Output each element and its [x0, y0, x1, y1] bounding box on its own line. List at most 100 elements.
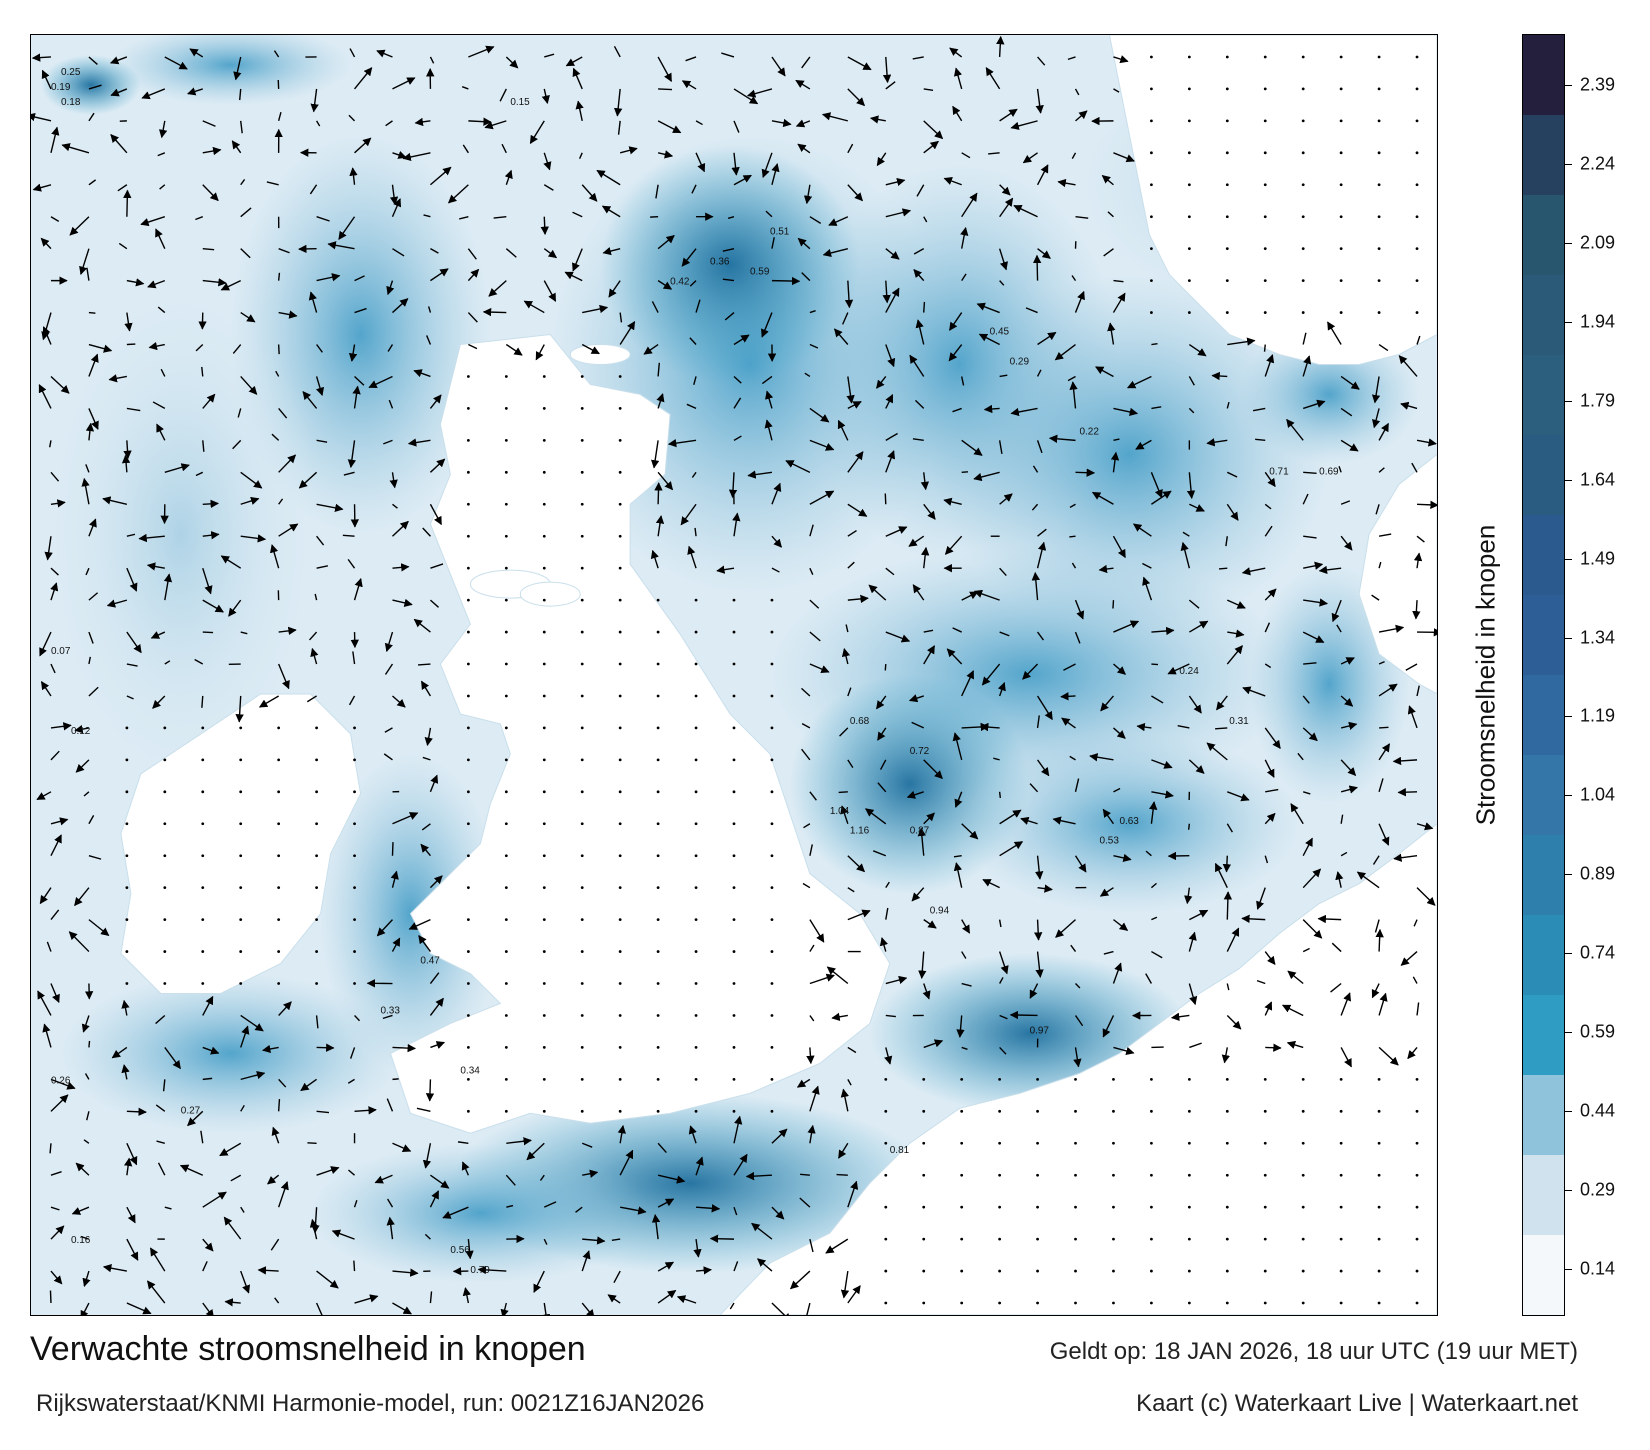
current-arrow	[424, 1233, 431, 1240]
calm-dot	[770, 1046, 774, 1049]
current-arrow	[202, 120, 216, 127]
current-arrow	[38, 384, 52, 409]
colorbar-segment	[1523, 35, 1564, 115]
colorbar-tick-label: 0.14	[1580, 1258, 1616, 1279]
current-arrow	[973, 471, 1000, 482]
current-arrow	[1378, 660, 1385, 665]
calm-dot	[694, 854, 698, 858]
current-arrow	[885, 1014, 896, 1018]
current-arrow	[952, 732, 963, 761]
current-arrow	[1188, 599, 1200, 609]
colorbar-tick-label: 2.24	[1580, 153, 1616, 174]
current-arrow	[414, 117, 431, 127]
current-arrow	[37, 990, 52, 1016]
current-arrow	[1075, 468, 1096, 477]
current-arrow	[960, 226, 969, 249]
current-arrow	[1226, 1014, 1242, 1030]
calm-dot	[1150, 279, 1153, 283]
current-arrow	[240, 179, 246, 186]
speed-value-label: 0.29	[1010, 356, 1030, 367]
calm-dot	[694, 982, 698, 985]
current-arrow	[657, 1142, 667, 1154]
current-arrow	[88, 686, 99, 697]
current-arrow	[348, 344, 358, 362]
current-arrow	[505, 56, 519, 69]
current-arrow	[1113, 152, 1135, 163]
calm-dot	[1263, 151, 1267, 155]
calm-dot	[1415, 311, 1419, 314]
current-arrow	[617, 120, 621, 135]
calm-dot	[732, 1046, 736, 1049]
current-arrow	[424, 727, 433, 747]
calm-dot	[1112, 1109, 1115, 1113]
current-arrow	[278, 523, 299, 537]
calm-dot	[504, 438, 508, 442]
current-arrow	[278, 407, 288, 419]
calm-dot	[163, 726, 167, 730]
current-arrow	[354, 137, 372, 154]
current-arrow	[691, 184, 697, 194]
current-arrow	[88, 919, 110, 937]
calm-dot	[618, 790, 622, 794]
current-arrow	[657, 1174, 686, 1184]
speed-value-label: 0.34	[460, 1065, 480, 1076]
calm-dot	[504, 694, 508, 698]
current-arrow	[121, 1064, 130, 1080]
current-arrow	[88, 408, 99, 430]
current-arrow	[429, 875, 443, 889]
calm-dot	[466, 854, 470, 858]
speed-value-label: 0.72	[910, 746, 930, 757]
calm-dot	[618, 854, 622, 858]
current-arrow	[582, 304, 609, 314]
calm-dot	[1150, 1141, 1153, 1145]
calm-dot	[1415, 1269, 1419, 1273]
current-arrow	[202, 1046, 220, 1055]
current-arrow	[1302, 837, 1313, 857]
calm-dot	[922, 1141, 926, 1145]
calm-dot	[1415, 1077, 1419, 1081]
current-arrow	[146, 1280, 166, 1304]
current-arrow	[84, 1073, 90, 1080]
current-arrow	[506, 1137, 532, 1146]
current-arrow	[271, 433, 280, 441]
current-arrow	[914, 399, 925, 409]
calm-dot	[201, 822, 205, 826]
current-arrow	[847, 1285, 861, 1304]
calm-dot	[466, 886, 470, 890]
calm-dot	[239, 886, 243, 890]
current-arrow	[1400, 951, 1418, 966]
current-arrow	[733, 1153, 748, 1176]
current-arrow	[761, 312, 773, 338]
current-arrow	[50, 722, 72, 731]
current-arrow	[839, 727, 849, 737]
current-arrow	[578, 152, 583, 159]
current-arrow	[906, 790, 924, 799]
calm-dot	[884, 1237, 888, 1241]
current-arrow	[1103, 248, 1114, 257]
calm-dot	[125, 886, 129, 890]
current-arrow	[809, 944, 815, 952]
calm-dot	[1225, 183, 1229, 187]
calm-dot	[353, 758, 356, 762]
speed-value-label: 0.71	[1269, 466, 1289, 477]
current-arrow	[422, 527, 431, 537]
current-arrow	[912, 438, 924, 442]
current-arrow	[691, 471, 697, 478]
current-arrow	[650, 549, 659, 569]
current-arrow	[384, 727, 393, 733]
current-arrow	[86, 267, 90, 281]
current-arrow	[1221, 1047, 1230, 1064]
calm-dot	[1301, 55, 1305, 59]
calm-dot	[998, 1269, 1002, 1273]
calm-dot	[580, 822, 584, 826]
current-arrow	[202, 599, 224, 613]
calm-dot	[163, 790, 167, 794]
current-arrow	[733, 120, 740, 133]
calm-dot	[1377, 215, 1381, 219]
current-arrow	[847, 909, 871, 921]
current-arrow	[685, 56, 697, 62]
colorbar-tick-mark	[1565, 479, 1572, 481]
calm-dot	[580, 566, 584, 570]
current-arrow	[1302, 868, 1322, 889]
current-arrow	[1327, 321, 1342, 345]
